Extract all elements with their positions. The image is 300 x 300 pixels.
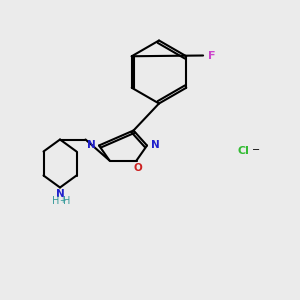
Text: N: N (86, 140, 95, 150)
Text: F: F (208, 50, 216, 61)
Text: Cl: Cl (237, 146, 249, 157)
Text: N: N (56, 189, 64, 199)
Text: H: H (63, 196, 70, 206)
Text: −: − (252, 145, 261, 155)
Text: +: + (59, 196, 65, 205)
Text: O: O (134, 163, 142, 173)
Text: H: H (52, 196, 59, 206)
Text: N: N (151, 140, 160, 150)
